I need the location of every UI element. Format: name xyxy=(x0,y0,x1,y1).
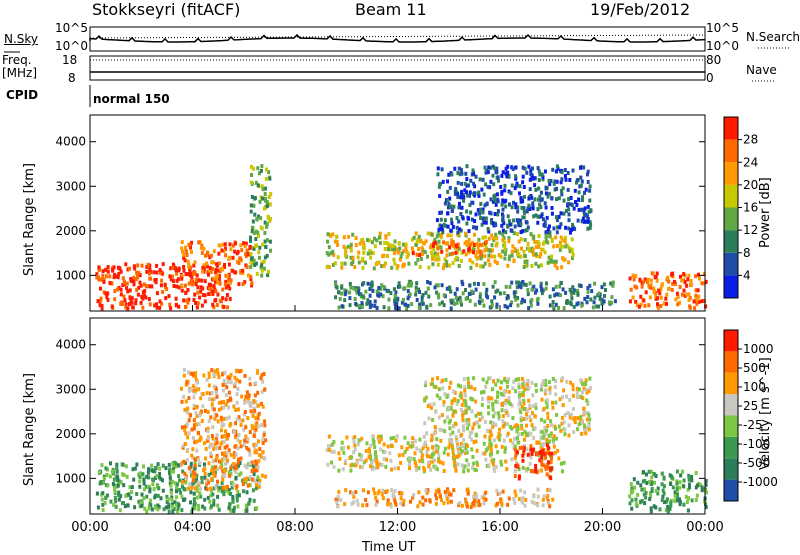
velocity-colorbar-swatch-4 xyxy=(724,394,738,416)
nsearch-tick-high: 10^5 xyxy=(706,21,739,35)
nsearch-trace xyxy=(89,34,706,39)
velocity-colorbar-label-3: 25 xyxy=(743,399,758,413)
nsky-tick-high: 10^5 xyxy=(55,21,88,35)
velocity-xtick-label-5: 20:00 xyxy=(584,520,621,535)
freq-strip-frame xyxy=(89,55,706,81)
power-colorbar-label-1: 24 xyxy=(743,155,758,169)
power-colorbar-swatch-2 xyxy=(724,230,738,253)
nsky-tick-low: 10^0 xyxy=(55,39,88,53)
nsky-label: N.Sky xyxy=(4,32,39,46)
power-colorbar-label-2: 20 xyxy=(743,178,758,192)
velocity-ytick-label-3: 1000 xyxy=(55,471,86,485)
power-colorbar-label-5: 8 xyxy=(743,246,751,260)
power-echo-region-6 xyxy=(628,271,708,311)
date-title: 19/Feb/2012 xyxy=(590,0,691,19)
velocity-xtick-label-4: 16:00 xyxy=(481,520,518,535)
velocity-ytick-label-1: 3000 xyxy=(55,382,86,396)
power-echo-region-3 xyxy=(325,231,575,271)
nave-tick-high: 80 xyxy=(706,53,722,67)
velocity-colorbar-label-6: -500 xyxy=(743,456,770,470)
power-colorbar-swatch-4 xyxy=(724,184,738,208)
power-colorbar-swatch-7 xyxy=(724,117,738,140)
velocity-colorbar-swatch-2 xyxy=(724,436,738,459)
velocity-echo-region-5 xyxy=(334,487,555,509)
power-echo-region-4 xyxy=(411,239,488,258)
cpid-label: CPID xyxy=(6,88,39,102)
velocity-echo-region-6 xyxy=(628,469,708,514)
velocity-colorbar-swatch-1 xyxy=(724,458,738,480)
velocity-echo-region-3 xyxy=(513,443,554,481)
power-colorbar-swatch-5 xyxy=(724,162,738,185)
power-colorbar-label-0: 28 xyxy=(743,133,758,147)
velocity-echo-region-0 xyxy=(95,460,260,514)
power-colorbar-swatch-6 xyxy=(724,139,738,163)
velocity-xtick-label-6: 00:00 xyxy=(686,520,723,535)
freq-tick-low: 8 xyxy=(68,71,76,85)
power-colorbar-swatch-0 xyxy=(724,275,738,298)
power-echo-region-1 xyxy=(180,240,254,288)
velocity-xtick-label-1: 04:00 xyxy=(174,520,211,535)
nave-tick-low: 0 xyxy=(706,71,714,85)
cpid-value: normal 150 xyxy=(93,92,170,106)
power-echo-region-7 xyxy=(334,279,617,311)
velocity-xtick-label-2: 08:00 xyxy=(276,520,313,535)
nsearch-tick-low: 10^0 xyxy=(706,39,739,53)
velocity-colorbar-frame xyxy=(723,329,739,502)
velocity-colorbar-swatch-0 xyxy=(724,479,738,501)
velocity-colorbar-label-4: -25 xyxy=(743,418,763,432)
velocity-colorbar-swatch-3 xyxy=(724,415,738,437)
power-ytick-label-1: 3000 xyxy=(55,179,86,193)
station-title: Stokkseyri (fitACF) xyxy=(92,0,241,19)
velocity-colorbar-swatch-7 xyxy=(724,330,738,352)
velocity-echo-region-1 xyxy=(179,367,268,492)
velocity-echo-region-4 xyxy=(423,376,592,438)
power-colorbar-label-3: 16 xyxy=(743,201,758,215)
power-colorbar-swatch-3 xyxy=(724,207,738,231)
velocity-xtick-label-3: 12:00 xyxy=(379,520,416,535)
power-ytick-label-0: 4000 xyxy=(55,135,86,149)
velocity-colorbar-label-5: -100 xyxy=(743,437,770,451)
power-ytick-label-2: 2000 xyxy=(55,224,86,238)
velocity-colorbar-swatch-6 xyxy=(724,351,738,373)
velocity-ytick-label-0: 4000 xyxy=(55,338,86,352)
velocity-colorbar-swatch-5 xyxy=(724,372,738,395)
velocity-xtick-label-0: 00:00 xyxy=(71,520,108,535)
time-xlabel: Time UT xyxy=(362,540,416,555)
velocity-colorbar-label-2: 100 xyxy=(743,380,766,394)
velocity-colorbar-label-7: -1000 xyxy=(743,475,778,489)
freq-unit: [MHz] xyxy=(2,66,38,80)
power-echo-region-5 xyxy=(435,164,593,235)
power-colorbar-label-4: 12 xyxy=(743,223,758,237)
nsearch-label: N.Search xyxy=(746,30,800,44)
velocity-ytick-label-2: 2000 xyxy=(55,427,86,441)
freq-label: Freq. xyxy=(2,53,32,67)
nsky-strip-frame xyxy=(89,26,706,52)
beam-title: Beam 11 xyxy=(355,0,427,19)
power-echo-region-2 xyxy=(249,164,273,278)
power-colorbar-label-6: 4 xyxy=(743,268,751,282)
nave-label: Nave xyxy=(746,63,777,77)
power-colorbar-swatch-1 xyxy=(724,252,738,276)
velocity-colorbar-label-1: 500 xyxy=(743,361,766,375)
freq-tick-high: 18 xyxy=(62,53,78,67)
power-ytick-label-3: 1000 xyxy=(55,268,86,282)
nsky-trace xyxy=(89,33,706,43)
velocity-colorbar-label-0: 1000 xyxy=(743,342,774,356)
power-echo-region-0 xyxy=(95,262,232,311)
